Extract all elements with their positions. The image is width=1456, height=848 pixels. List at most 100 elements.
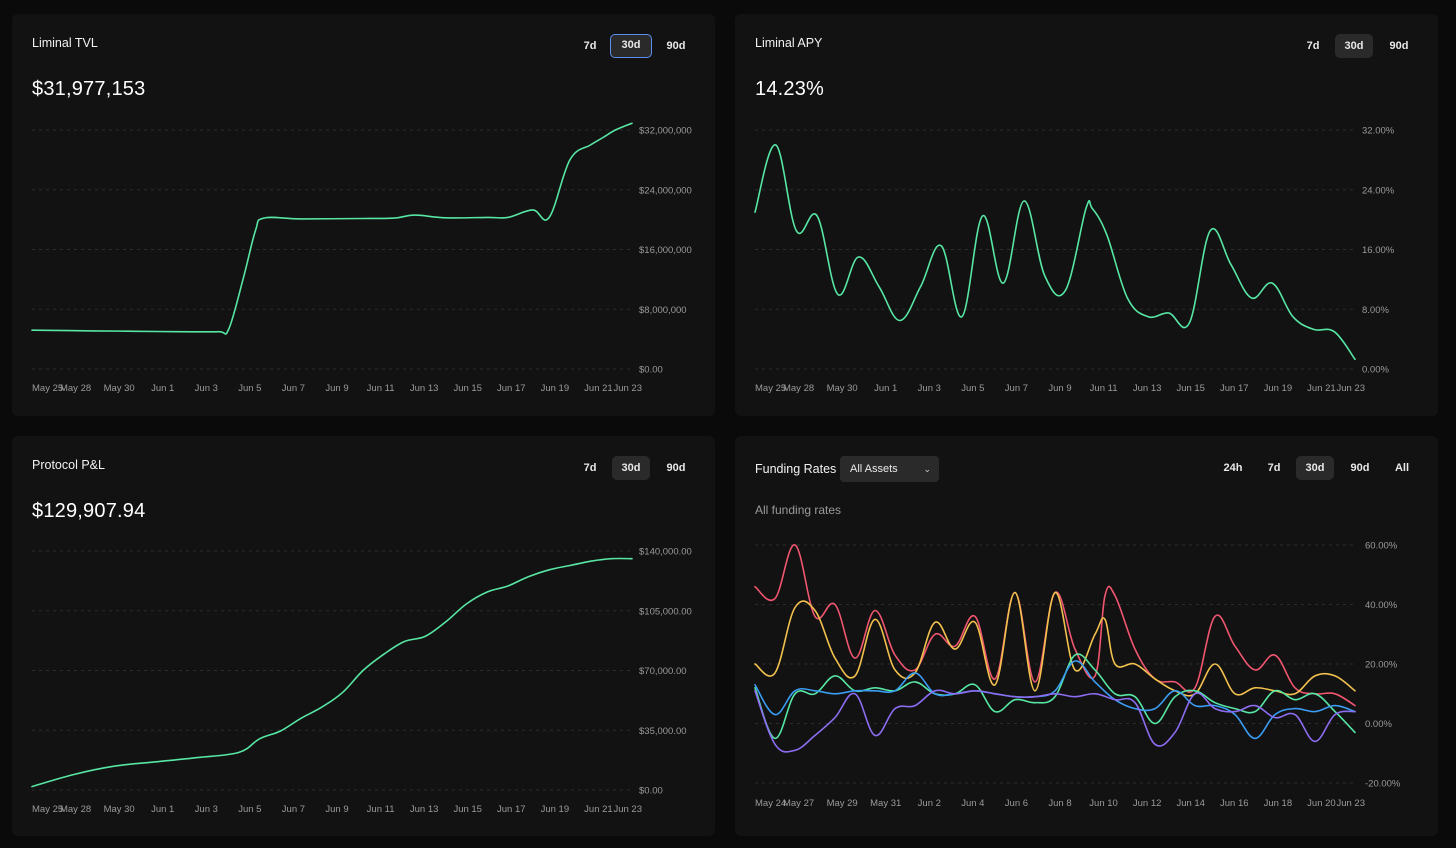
series-line-apy [754,144,1356,361]
funding-range-all[interactable]: All [1394,462,1410,474]
series-line-purple [754,689,1356,753]
series-line-blue [754,660,1356,740]
asset-select[interactable]: All Assets ⌄ [840,456,939,482]
apy-range-7d[interactable]: 7d [1306,40,1320,52]
apy-range-30d[interactable]: 30d [1335,34,1373,58]
y-tick-label: 16.00% [1362,245,1395,256]
x-tick-label: Jun 1 [874,383,897,394]
x-tick-label: Jun 15 [453,804,482,815]
y-tick-label: 0.00% [1365,719,1392,730]
x-tick-label: Jun 19 [541,383,570,394]
x-tick-label: Jun 7 [282,383,305,394]
y-tick-label: -20.00% [1365,779,1401,790]
x-tick-label: Jun 16 [1220,798,1249,809]
x-tick-label: Jun 17 [497,383,526,394]
funding-card: Funding Rates All Assets ⌄ All funding r… [735,436,1438,836]
series-line-p-l [31,557,633,788]
tvl-range-90d[interactable]: 90d [666,40,686,52]
x-tick-label: Jun 20 [1307,798,1336,809]
y-tick-label: $32,000,000 [639,126,692,137]
y-tick-label: $24,000,000 [639,185,692,196]
x-tick-label: Jun 7 [1005,383,1028,394]
y-tick-label: $16,000,000 [639,245,692,256]
y-tick-label: 32.00% [1362,126,1395,137]
x-tick-label: Jun 21 [584,804,613,815]
tvl-range-7d[interactable]: 7d [583,40,597,52]
x-tick-label: May 29 [827,798,858,809]
x-tick-label: May 25 [32,804,63,815]
funding-range-90d[interactable]: 90d [1350,462,1370,474]
y-tick-label: $0.00 [639,786,663,797]
pnl-card: Protocol P&L $129,907.94 7d 30d 90d $0.0… [12,436,715,836]
x-tick-label: Jun 13 [410,383,439,394]
x-tick-label: Jun 19 [541,804,570,815]
x-tick-label: Jun 3 [195,804,218,815]
asset-select-value: All Assets [850,463,898,475]
x-tick-label: Jun 4 [961,798,984,809]
x-tick-label: May 24 [755,798,786,809]
x-tick-label: Jun 12 [1133,798,1162,809]
x-tick-label: Jun 5 [961,383,984,394]
pnl-range-7d[interactable]: 7d [583,462,597,474]
x-tick-label: Jun 5 [238,804,261,815]
x-tick-label: Jun 8 [1048,798,1071,809]
funding-range-24h[interactable]: 24h [1223,462,1243,474]
chevron-down-icon: ⌄ [923,464,931,474]
y-tick-label: 8.00% [1362,305,1389,316]
funding-range-7d[interactable]: 7d [1267,462,1281,474]
pnl-chart: $0.00 $35,000.00 $70,000.00 $105,000.00 $140… [31,547,692,815]
x-tick-label: May 30 [827,383,858,394]
apy-value: 14.23% [755,78,825,100]
y-tick-label: $70,000.00 [639,666,687,677]
funding-subtitle: All funding rates [755,503,842,517]
x-tick-label: Jun 15 [453,383,482,394]
x-tick-label: Jun 2 [918,798,941,809]
x-tick-label: Jun 13 [1133,383,1162,394]
x-tick-label: Jun 1 [151,804,174,815]
x-tick-label: May 28 [783,383,814,394]
x-tick-label: Jun 9 [325,804,348,815]
x-tick-label: Jun 13 [410,804,439,815]
x-tick-label: Jun 17 [1220,383,1249,394]
x-tick-label: Jun 23 [1336,798,1365,809]
x-tick-label: Jun 5 [238,383,261,394]
x-tick-label: Jun 10 [1089,798,1118,809]
funding-title: Funding Rates [755,462,837,476]
y-tick-label: 0.00% [1362,365,1389,376]
y-tick-label: $105,000.00 [639,606,692,617]
x-tick-label: May 28 [60,804,91,815]
tvl-value: $31,977,153 [32,78,146,100]
apy-card: Liminal APY 14.23% 7d 30d 90d 0.00% 8.00%… [735,14,1438,416]
x-tick-label: Jun 23 [613,383,642,394]
x-tick-label: May 25 [32,383,63,394]
x-tick-label: Jun 11 [1090,383,1118,394]
x-tick-label: Jun 11 [367,383,395,394]
tvl-title: Liminal TVL [32,36,98,50]
y-tick-label: 40.00% [1365,600,1398,611]
apy-range-90d[interactable]: 90d [1389,40,1409,52]
pnl-range-90d[interactable]: 90d [666,462,686,474]
funding-range-30d[interactable]: 30d [1296,456,1334,480]
tvl-chart: $0.00 $8,000,000 $16,000,000 $24,000,000 $32… [31,122,692,394]
x-tick-label: May 31 [870,798,901,809]
x-tick-label: Jun 9 [1048,383,1071,394]
x-tick-label: Jun 14 [1176,798,1205,809]
x-tick-label: May 28 [60,383,91,394]
x-tick-label: Jun 3 [195,383,218,394]
x-tick-label: May 30 [104,804,135,815]
x-tick-label: Jun 18 [1264,798,1293,809]
series-line-green [754,653,1356,740]
x-tick-label: Jun 1 [151,383,174,394]
x-tick-label: Jun 6 [1005,798,1028,809]
y-tick-label: $8,000,000 [639,305,687,316]
y-tick-label: 20.00% [1365,660,1398,671]
pnl-value: $129,907.94 [32,500,146,522]
x-tick-label: Jun 9 [325,383,348,394]
x-tick-label: Jun 19 [1264,383,1293,394]
pnl-range-30d[interactable]: 30d [612,456,650,480]
tvl-card: Liminal TVL $31,977,153 7d 30d 90d $0.00… [12,14,715,416]
x-tick-label: Jun 23 [613,804,642,815]
x-tick-label: Jun 3 [918,383,941,394]
tvl-range-30d[interactable]: 30d [610,34,652,58]
